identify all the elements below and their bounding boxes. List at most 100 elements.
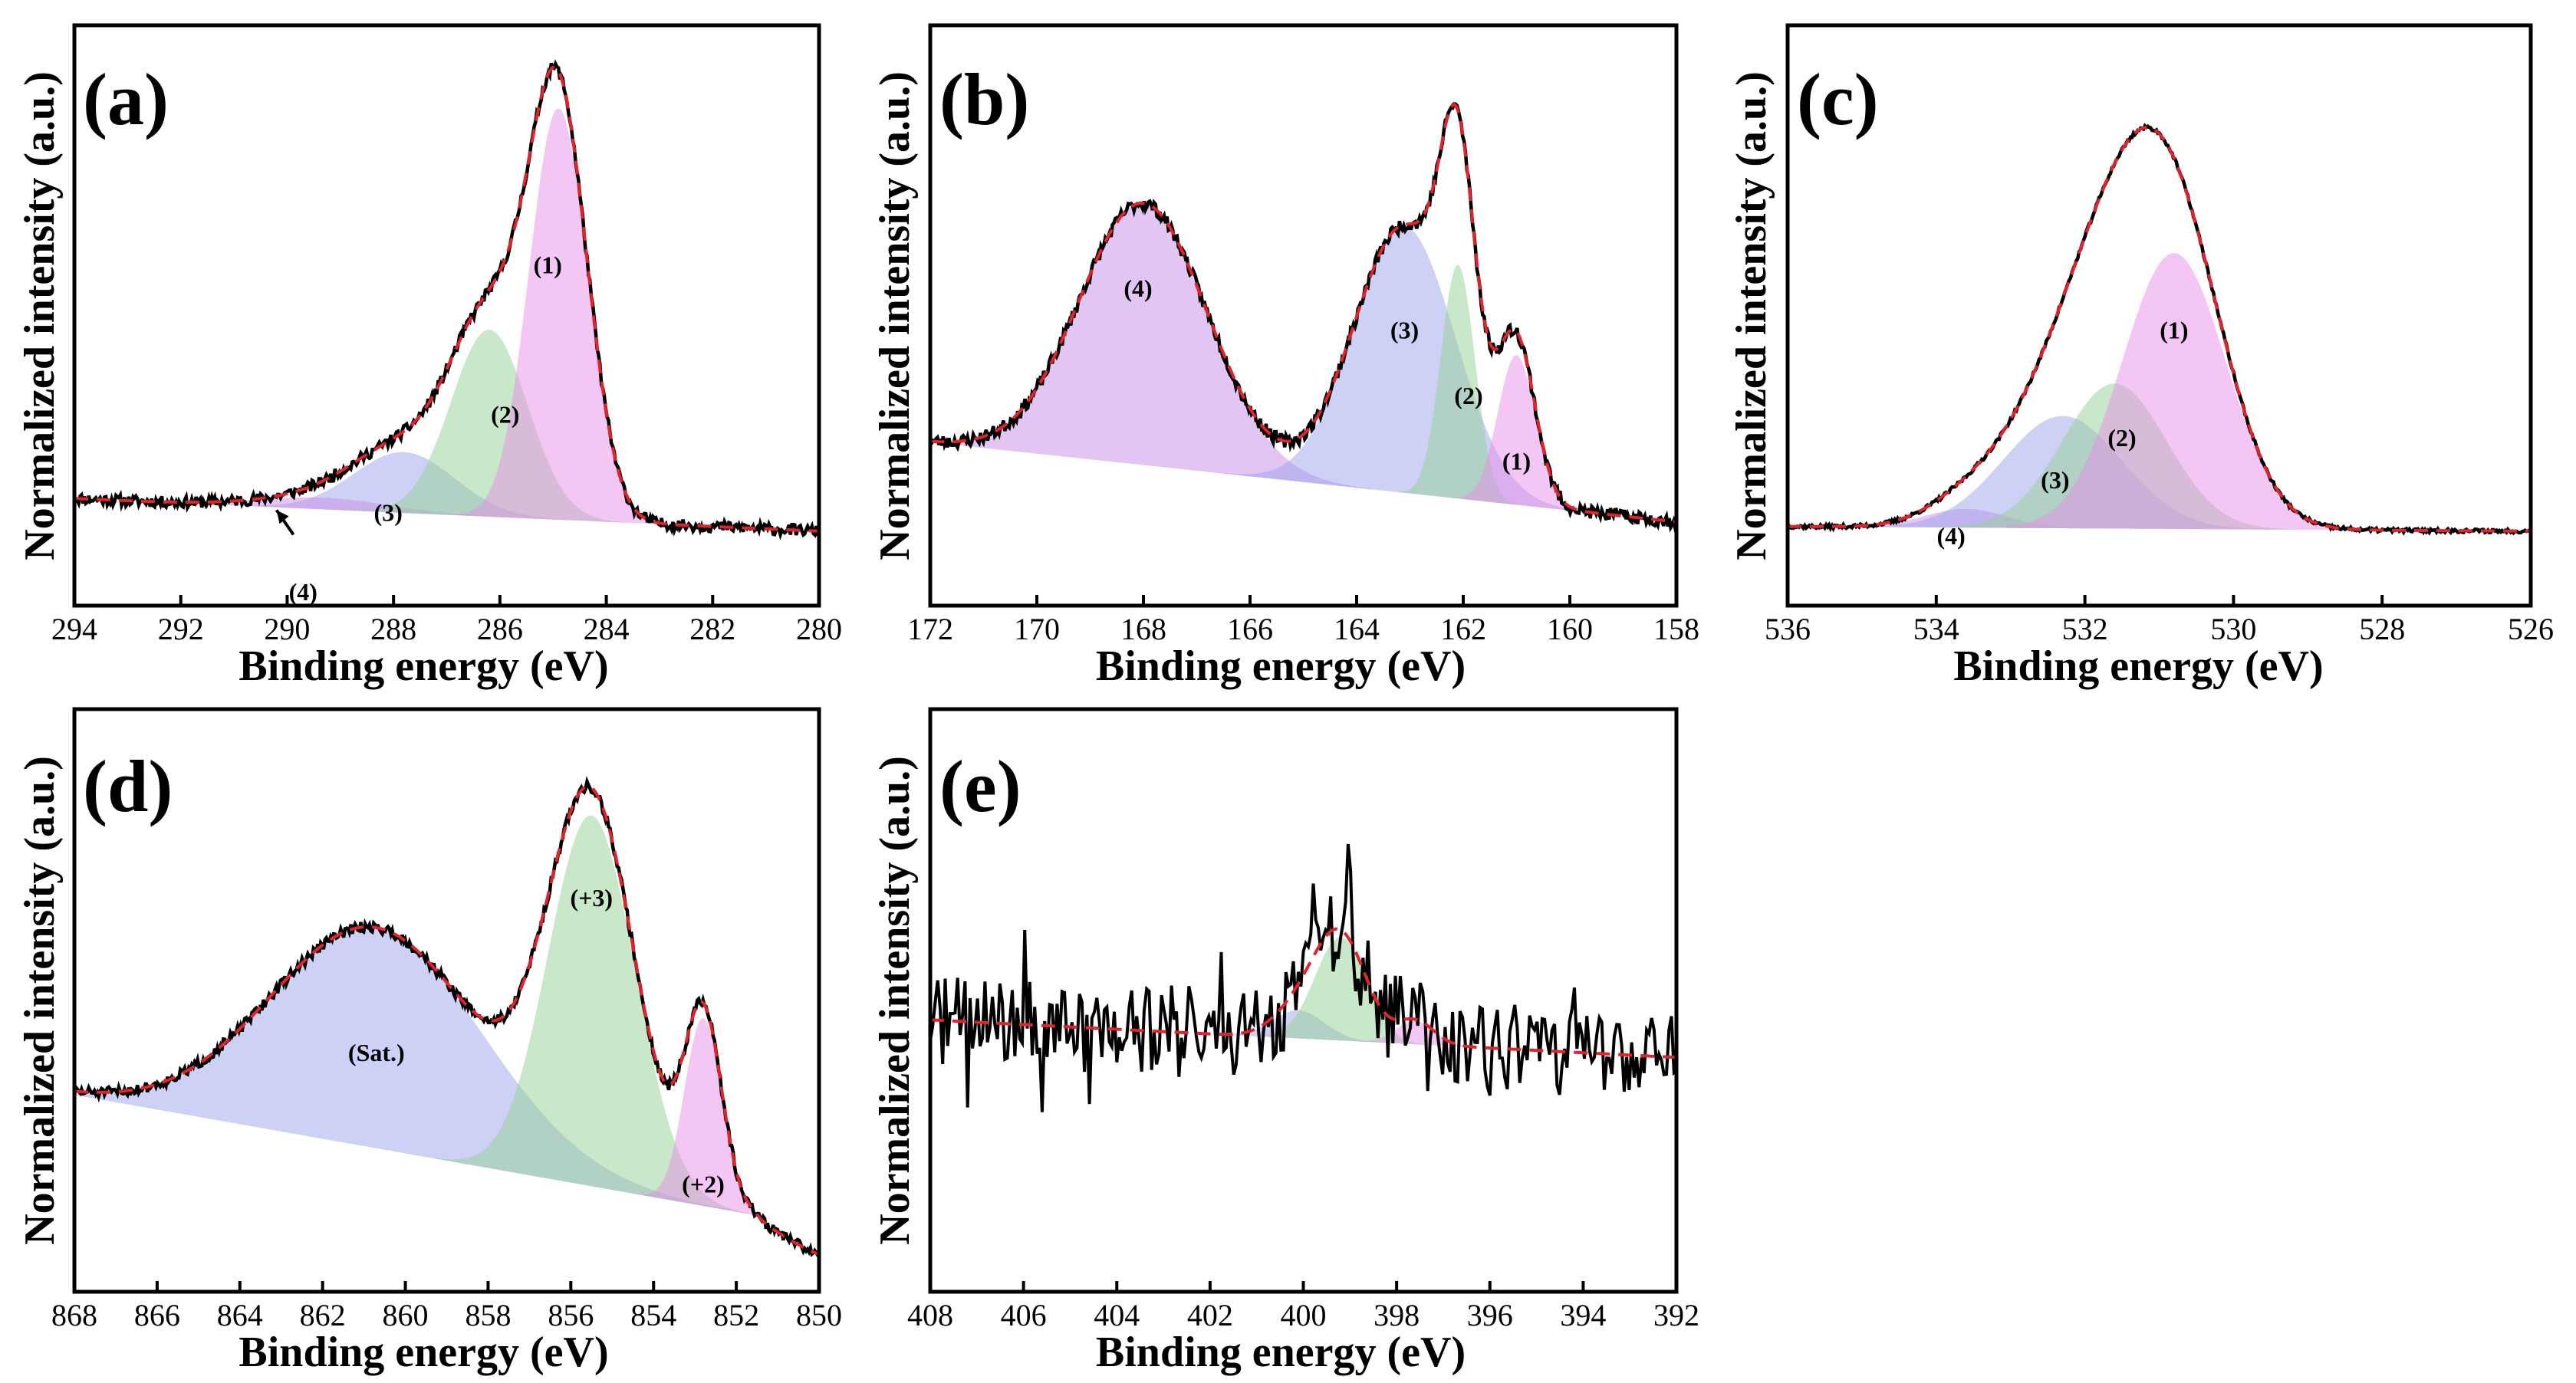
x-ticks: 536 534 532 530 528 526 — [1765, 595, 2554, 646]
x-axis-label: Binding energy (eV) — [1953, 642, 2323, 690]
peak-label: (+2) — [682, 1171, 725, 1198]
x-tick-label: 860 — [383, 1298, 429, 1332]
measured-spectrum — [929, 843, 1678, 1112]
fit-envelope — [74, 65, 820, 533]
measured-spectrum — [74, 59, 821, 540]
component-peak — [1987, 253, 2361, 531]
panel-e: 408 406 404 402 400 398 396 394 392 (e) Binding … — [871, 707, 1699, 1376]
plot-frame — [1785, 23, 2533, 608]
fit-envelope — [929, 927, 1677, 1059]
component-peak — [1223, 226, 1586, 513]
x-tick-label: 536 — [1765, 612, 1811, 646]
x-tick-label: 396 — [1467, 1298, 1513, 1332]
peak-label: (4) — [1937, 522, 1966, 550]
x-tick-label: 282 — [689, 612, 735, 646]
panel-letter: (e) — [939, 745, 1022, 827]
x-tick-label: 532 — [2062, 612, 2108, 646]
x-tick-label: 406 — [1001, 1298, 1047, 1332]
x-tick-label: 530 — [2210, 612, 2256, 646]
x-tick-label: 858 — [465, 1298, 511, 1332]
plot-frame — [928, 23, 1679, 608]
x-tick-label: 864 — [217, 1298, 263, 1332]
peak-labels: (3) (4) (2) (1) — [275, 251, 562, 606]
x-ticks: 408 406 404 402 400 398 396 394 392 — [907, 1281, 1699, 1332]
x-tick-label: 400 — [1281, 1298, 1327, 1332]
fit-envelope — [74, 784, 820, 1257]
y-axis-label: Normalized intensity (a.u.) — [16, 71, 64, 560]
peak-label: (2) — [491, 400, 519, 428]
peak-labels: (4) (3) (2) (1) — [1937, 317, 2189, 550]
peak-label: (1) — [1502, 447, 1531, 475]
panel-d: 868 866 864 862 860 858 856 854 852 850 (Sat.) (+3… — [16, 707, 842, 1376]
x-tick-label: 290 — [264, 612, 310, 646]
peak-label: (2) — [2107, 424, 2136, 452]
x-tick-label: 294 — [51, 612, 97, 646]
x-tick-label: 534 — [1913, 612, 1959, 646]
component-fills — [74, 815, 770, 1218]
component-peak — [1397, 264, 1518, 505]
panel-c: 536 534 532 530 528 526 (4) (3) (2) (1) (c) Bind… — [1728, 23, 2554, 690]
x-tick-label: 166 — [1227, 612, 1273, 646]
x-tick-label: 862 — [300, 1298, 346, 1332]
plot-frame — [72, 23, 821, 608]
x-tick-label: 288 — [370, 612, 416, 646]
x-tick-label: 854 — [630, 1298, 676, 1332]
x-ticks: 294 292 290 288 286 284 282 280 — [51, 595, 842, 646]
peak-label: (+3) — [571, 884, 614, 912]
panel-letter: (a) — [83, 58, 169, 140]
x-tick-label: 526 — [2508, 612, 2554, 646]
x-tick-label: 286 — [477, 612, 523, 646]
x-tick-label: 164 — [1334, 612, 1380, 646]
plot-frame — [72, 707, 821, 1294]
component-peak — [74, 927, 755, 1215]
panel-b: 172 170 168 166 164 162 160 158 (4) (3) (2) (1) (b… — [871, 23, 1699, 690]
x-ticks: 868 866 864 862 860 858 856 854 852 850 — [51, 1281, 842, 1332]
x-axis-label: Binding energy (eV) — [1096, 642, 1466, 690]
x-tick-label: 402 — [1187, 1298, 1233, 1332]
component-peak — [636, 1018, 770, 1218]
peak-label: (3) — [374, 498, 403, 526]
y-axis-label: Normalized intensity (a.u.) — [871, 756, 919, 1245]
peak-label: (Sat.) — [348, 1039, 405, 1066]
component-peak — [453, 108, 663, 524]
component-peak — [1349, 1020, 1482, 1048]
panel-letter: (b) — [939, 58, 1029, 140]
y-axis-label: Normalized intensity (a.u.) — [871, 71, 919, 560]
x-tick-label: 392 — [1653, 1298, 1699, 1332]
x-tick-label: 528 — [2359, 612, 2405, 646]
component-peak — [436, 815, 747, 1214]
x-tick-label: 408 — [907, 1298, 953, 1332]
peak-labels: (4) (3) (2) (1) — [1124, 274, 1531, 475]
x-tick-label: 170 — [1014, 612, 1060, 646]
x-axis-label: Binding energy (eV) — [1096, 1329, 1466, 1376]
x-tick-label: 280 — [796, 612, 842, 646]
y-axis-label: Normalized intensity (a.u.) — [1728, 71, 1775, 560]
x-tick-label: 172 — [907, 612, 953, 646]
x-tick-label: 168 — [1120, 612, 1166, 646]
component-fills — [930, 203, 1586, 513]
peak-label: (4) — [1124, 274, 1152, 302]
x-tick-label: 866 — [134, 1298, 180, 1332]
x-tick-label: 284 — [584, 612, 630, 646]
component-peak — [353, 330, 626, 523]
fit-envelope — [929, 103, 1677, 524]
component-peak — [930, 203, 1373, 490]
x-tick-label: 852 — [713, 1298, 759, 1332]
component-peak — [1450, 355, 1583, 512]
x-tick-label: 162 — [1440, 612, 1486, 646]
component-fills — [1207, 937, 1482, 1048]
x-axis-label: Binding energy (eV) — [239, 642, 608, 690]
peak-labels: (Sat.) (+3) (+2) — [348, 884, 725, 1197]
x-tick-label: 160 — [1547, 612, 1593, 646]
x-tick-label: 158 — [1653, 612, 1699, 646]
peak-label: (3) — [2041, 466, 2069, 494]
pointer-arrowhead — [276, 510, 289, 524]
panel-letter: (c) — [1797, 58, 1879, 140]
peak-label: (1) — [2160, 317, 2188, 344]
panel-a: 294 292 290 288 286 284 282 280 (3) (4) (2) (1) (a… — [16, 23, 842, 690]
x-tick-label: 850 — [796, 1298, 842, 1332]
x-ticks: 172 170 168 166 164 162 160 158 — [907, 595, 1699, 646]
peak-label: (1) — [534, 251, 562, 278]
panel-letter: (d) — [83, 745, 173, 827]
